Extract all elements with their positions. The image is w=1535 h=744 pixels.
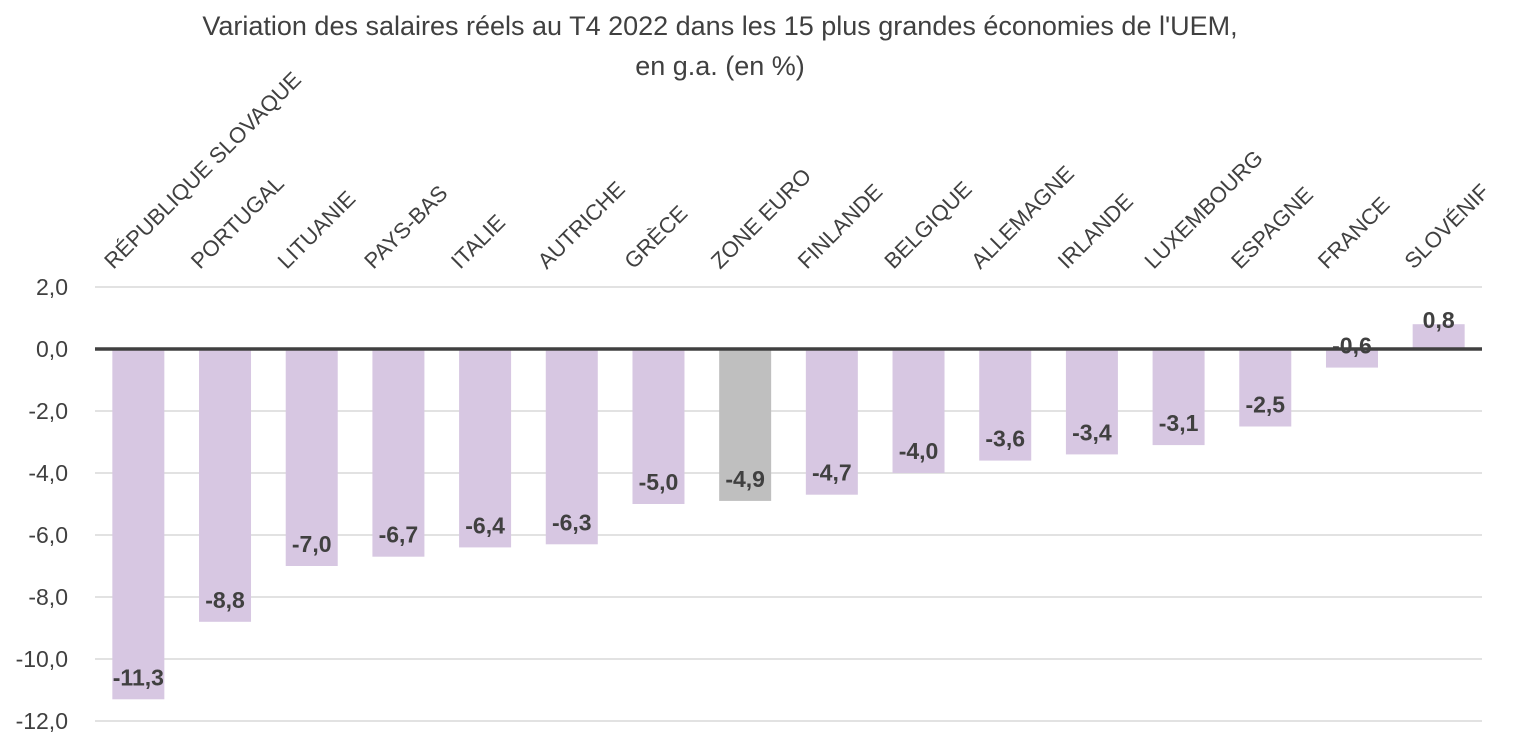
data-label: -3,1 — [1159, 410, 1199, 436]
bar — [459, 349, 512, 548]
bar — [1325, 349, 1378, 368]
category-label: GRÈCE — [619, 201, 692, 274]
bars — [112, 324, 1465, 700]
data-label: -0,6 — [1332, 333, 1372, 359]
data-label: 0,8 — [1423, 307, 1455, 333]
bar — [979, 349, 1032, 461]
data-label: -6,4 — [465, 512, 505, 538]
category-label: AUTRICHE — [533, 176, 630, 273]
data-label: -7,0 — [292, 531, 332, 557]
bar — [1239, 349, 1292, 427]
category-label: IRLANDE — [1053, 188, 1138, 273]
category-label: FINLANDE — [793, 179, 888, 274]
category-labels: RÉPUBLIQUE SLOVAQUEPORTUGALLITUANIEPAYS-… — [99, 67, 1494, 274]
data-label: -3,6 — [985, 426, 1025, 452]
y-tick-label: -6,0 — [28, 522, 68, 548]
bar — [1065, 349, 1118, 455]
data-label: -5,0 — [639, 469, 679, 495]
bar — [805, 349, 858, 495]
y-tick-label: -2,0 — [28, 398, 68, 424]
data-label: -3,4 — [1072, 419, 1112, 445]
data-label: -11,3 — [113, 664, 164, 690]
data-label: -2,5 — [1245, 392, 1285, 418]
data-label: -8,8 — [205, 587, 245, 613]
category-label: PAYS-BAS — [359, 180, 452, 273]
bar — [719, 349, 772, 501]
chart-title-line: Variation des salaires réels au T4 2022 … — [202, 11, 1238, 41]
data-label: -4,0 — [899, 438, 939, 464]
bar — [1412, 324, 1465, 349]
bar — [199, 349, 252, 622]
chart-title: Variation des salaires réels au T4 2022 … — [0, 6, 1440, 86]
category-label: ESPAGNE — [1226, 182, 1318, 274]
data-label: -4,9 — [725, 466, 765, 492]
y-tick-label: -10,0 — [16, 646, 68, 672]
bar — [112, 349, 165, 700]
gridlines — [95, 286, 1482, 722]
data-labels: -11,3 -8,8 -7,0 -6,7 -6,4 -6,3 -5,0 -4,9 -4,7 -4,… — [113, 307, 1455, 690]
bar — [892, 349, 945, 473]
data-label: -6,3 — [552, 509, 592, 535]
chart-subtitle: en g.a. (en %) — [635, 51, 805, 81]
y-tick-label: 2,0 — [36, 274, 68, 300]
y-tick-label: -8,0 — [28, 584, 68, 610]
bar — [545, 349, 598, 545]
category-label: SLOVÉNIF — [1400, 179, 1495, 274]
category-label: LITUANIE — [273, 186, 361, 274]
category-label: FRANCE — [1313, 192, 1395, 274]
y-tick-label: 0,0 — [36, 336, 68, 362]
category-label: ITALIE — [446, 209, 510, 273]
bar — [1152, 349, 1205, 446]
bar — [632, 349, 685, 504]
data-label: -6,7 — [379, 522, 419, 548]
bar — [372, 349, 425, 557]
y-tick-label: -12,0 — [16, 708, 68, 734]
y-axis-ticks: 2,0 0,0 -2,0 -4,0 -6,0 -8,0 -10,0 -12,0 — [16, 274, 68, 734]
y-tick-label: -4,0 — [28, 460, 68, 486]
data-label: -4,7 — [812, 460, 852, 486]
category-label: BELGIQUE — [879, 176, 976, 273]
bar — [285, 349, 338, 566]
